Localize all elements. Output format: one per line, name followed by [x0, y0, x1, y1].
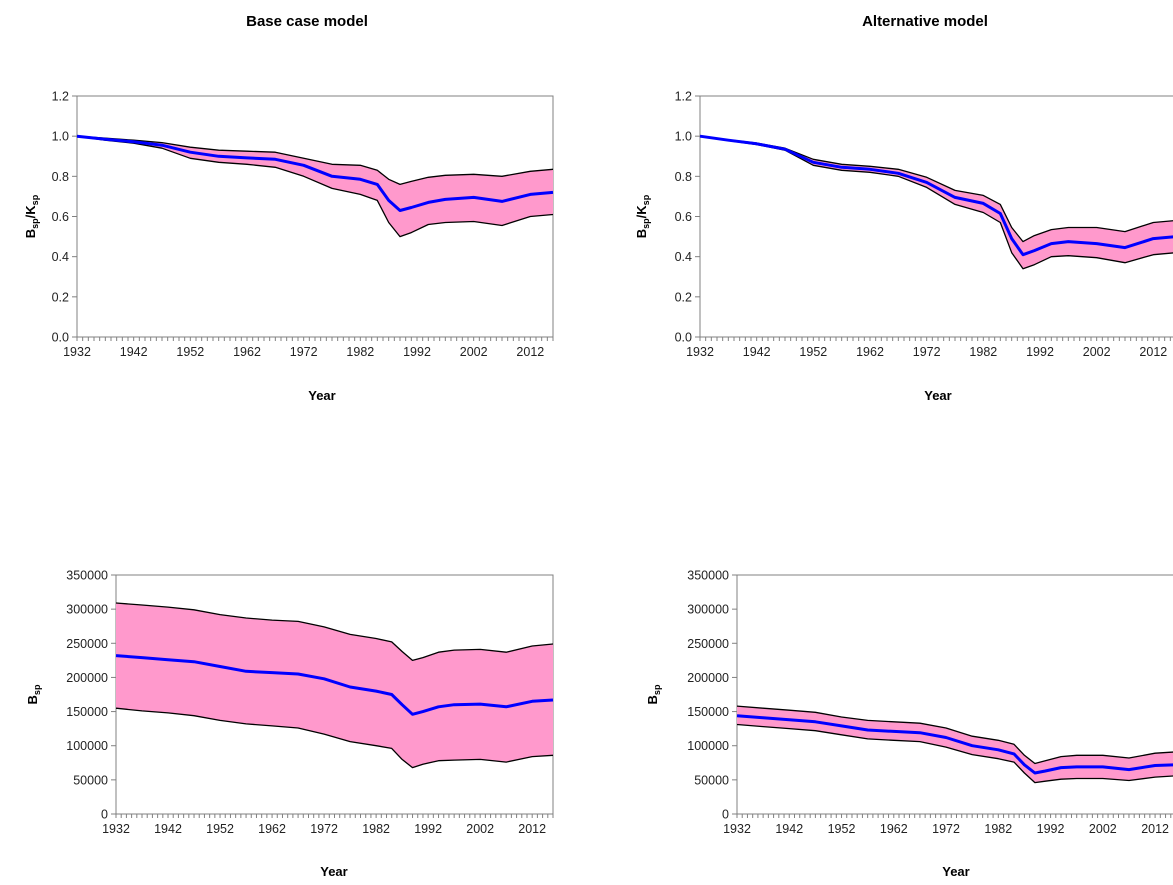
chart-bottom-right: 0 50000 100000 150000 200000 250000 300000 3500…: [645, 569, 1173, 879]
y-tick-label: 0.0: [52, 331, 69, 345]
y-tick-label: 0.4: [675, 250, 692, 264]
median-line: [736, 714, 1173, 775]
y-tick-label: 350000: [687, 569, 729, 583]
y-tick-label: 1.0: [675, 130, 692, 144]
y-tick-label: 0.6: [675, 210, 692, 224]
x-tick-label: 1982: [969, 345, 997, 359]
median-line: [699, 134, 1173, 257]
lower-bound-line: [699, 135, 1173, 270]
y-tick-label: 0: [101, 808, 108, 822]
y-axis-label: Bsp: [645, 684, 662, 704]
x-tick-label: 1972: [310, 822, 338, 836]
x-tick-label: 1982: [346, 345, 374, 359]
y-tick-label: 1.0: [52, 130, 69, 144]
x-tick-label: 1942: [743, 345, 771, 359]
y-axis-label: Bsp/Ksp: [634, 194, 651, 238]
x-tick-label: 1952: [799, 345, 827, 359]
median-line: [115, 654, 554, 716]
x-tick-label: 1962: [856, 345, 884, 359]
y-tick-label: 50000: [694, 773, 729, 787]
x-tick-label: 2002: [1089, 822, 1117, 836]
x-tick-label: 1932: [723, 822, 751, 836]
x-tick-label: 1942: [775, 822, 803, 836]
y-tick-label: 1.2: [52, 90, 69, 104]
x-tick-label: 1992: [403, 345, 431, 359]
y-tick-label: 0.0: [675, 331, 692, 345]
y-tick-label: 0.2: [675, 290, 692, 304]
upper-bound-line: [736, 705, 1173, 765]
x-tick-label: 2002: [1083, 345, 1111, 359]
y-tick-label: 150000: [66, 705, 108, 719]
y-tick-label: 0.6: [52, 210, 69, 224]
y-tick-label: 50000: [73, 773, 108, 787]
x-tick-label: 1982: [362, 822, 390, 836]
confidence-band: [116, 603, 553, 768]
x-tick-label: 1932: [102, 822, 130, 836]
y-tick-label: 250000: [687, 637, 729, 651]
x-tick-label: 1952: [828, 822, 856, 836]
x-tick-label: 1992: [414, 822, 442, 836]
y-axis-label: Bsp/Ksp: [23, 194, 40, 238]
upper-bound-line: [115, 602, 554, 662]
x-tick-label: 1952: [206, 822, 234, 836]
lower-bound-line: [115, 707, 554, 769]
y-tick-label: 0.8: [52, 170, 69, 184]
y-tick-label: 1.2: [675, 90, 692, 104]
y-axis-label: Bsp: [25, 684, 42, 704]
upper-bound-line: [699, 135, 1173, 243]
x-tick-label: 1972: [290, 345, 318, 359]
y-tick-label: 150000: [687, 705, 729, 719]
y-tick-label: 300000: [66, 603, 108, 617]
left-column-title: Base case model: [246, 13, 368, 30]
plot-frame: [699, 95, 1173, 338]
chart-top-left: 0.0 0.2 0.4 0.6 0.8 1.0 1.2 1932 1942 1952 1962 197…: [23, 90, 554, 403]
x-tick-label: 1992: [1037, 822, 1065, 836]
x-tick-label: 1952: [176, 345, 204, 359]
x-tick-label: 2012: [1139, 345, 1167, 359]
x-tick-label: 1932: [63, 345, 91, 359]
y-tick-label: 0.8: [675, 170, 692, 184]
y-tick-label: 100000: [687, 739, 729, 753]
y-tick-label: 0.2: [52, 290, 69, 304]
x-tick-label: 1962: [880, 822, 908, 836]
x-tick-label: 1962: [258, 822, 286, 836]
upper-bound-line: [76, 135, 554, 186]
confidence-band: [700, 136, 1173, 269]
x-axis-label: Year: [942, 864, 969, 879]
x-tick-label: 1932: [686, 345, 714, 359]
x-tick-label: 1942: [120, 345, 148, 359]
y-tick-label: 200000: [687, 671, 729, 685]
x-tick-label: 2012: [516, 345, 544, 359]
x-tick-label: 2002: [466, 822, 494, 836]
right-column-title: Alternative model: [862, 13, 988, 30]
x-tick-label: 1992: [1026, 345, 1054, 359]
x-axis-label: Year: [924, 388, 951, 403]
lower-bound-line: [736, 723, 1173, 784]
lower-bound-line: [76, 135, 554, 238]
y-tick-label: 300000: [687, 603, 729, 617]
x-tick-label: 1982: [984, 822, 1012, 836]
x-axis-label: Year: [308, 388, 335, 403]
x-tick-label: 2012: [518, 822, 546, 836]
x-tick-label: 2002: [460, 345, 488, 359]
confidence-band: [77, 136, 553, 237]
y-tick-label: 0.4: [52, 250, 69, 264]
x-axis-label: Year: [320, 864, 347, 879]
y-tick-label: 350000: [66, 569, 108, 583]
x-tick-label: 1942: [154, 822, 182, 836]
x-tick-label: 1972: [913, 345, 941, 359]
y-tick-label: 200000: [66, 671, 108, 685]
confidence-band: [737, 706, 1173, 783]
y-tick-label: 250000: [66, 637, 108, 651]
chart-bottom-left: 0 50000 100000 150000 200000 250000 300000 3500…: [25, 569, 554, 879]
x-tick-label: 1972: [932, 822, 960, 836]
x-tick-label: 1962: [233, 345, 261, 359]
x-tick-label: 2012: [1141, 822, 1169, 836]
y-tick-label: 0: [722, 808, 729, 822]
y-tick-label: 100000: [66, 739, 108, 753]
median-line: [76, 134, 554, 212]
chart-top-right: 0.0 0.2 0.4 0.6 0.8 1.0 1.2 1932 1942 1952 1962 197…: [634, 90, 1173, 403]
